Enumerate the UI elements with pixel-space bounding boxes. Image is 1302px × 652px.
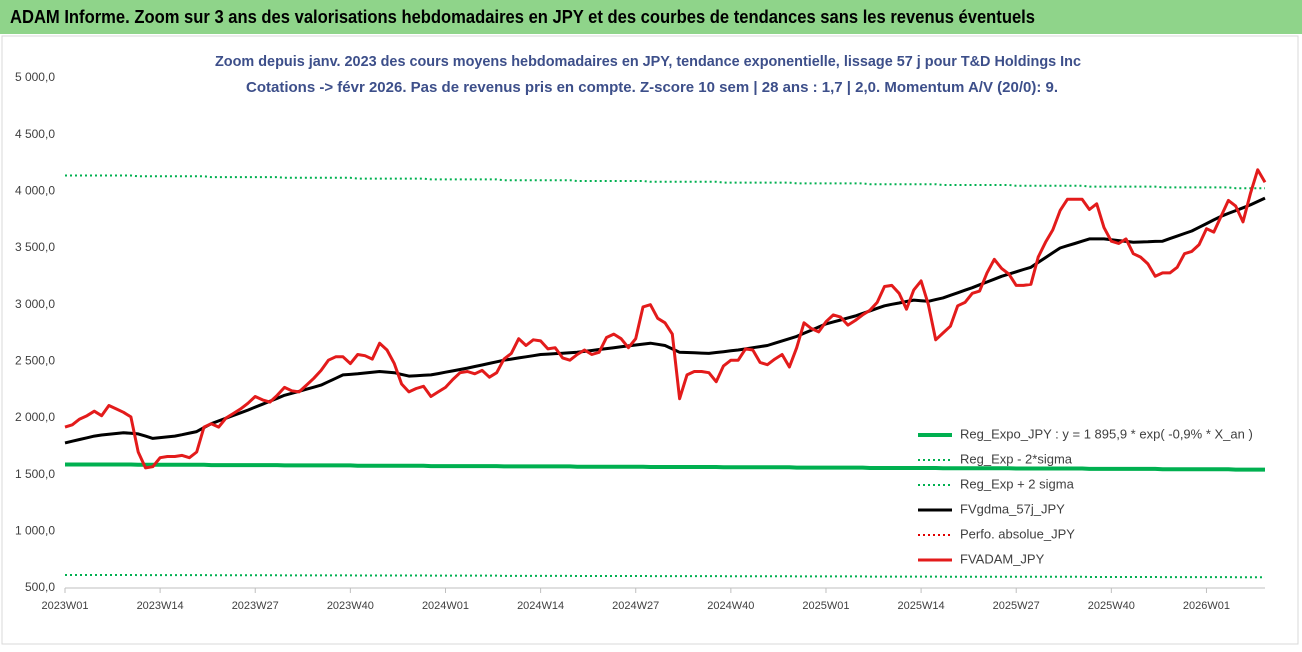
y-tick-label: 3 000,0 [15,297,55,311]
y-tick-label: 5 000,0 [15,70,55,84]
y-tick-label: 3 500,0 [15,240,55,254]
series-line [64,168,1267,470]
y-tick-label: 1 000,0 [15,524,55,538]
y-tick-label: 2 000,0 [15,410,55,424]
x-tick-label: 2023W01 [41,600,88,612]
legend-label: Reg_Exp - 2*sigma [960,451,1073,466]
page-title: ADAM Informe. Zoom sur 3 ans des valoris… [10,7,1035,27]
x-tick-label: 2023W14 [137,600,184,612]
legend-label: Reg_Exp + 2 sigma [960,476,1075,491]
y-tick-label: 2 500,0 [15,354,55,368]
x-tick-label: 2023W27 [232,600,279,612]
chart-frame [1,35,1299,645]
y-tick-label: 1 500,0 [15,467,55,481]
x-tick-label: 2024W01 [422,600,469,612]
banner [0,0,1302,34]
x-tick-label: 2023W40 [327,600,374,612]
x-tick-label: 2024W27 [612,600,659,612]
legend-label: Perfo. absolue_JPY [960,526,1075,541]
legend-label: Reg_Expo_JPY : y = 1 895,9 * exp( -0,9% … [960,426,1253,441]
series-line [65,574,1265,579]
x-tick-label: 2025W14 [898,600,945,612]
x-tick-label: 2024W40 [707,600,754,612]
series-line [65,462,1265,472]
legend-label: FVgdma_57j_JPY [960,501,1065,516]
y-tick-label: 4 000,0 [15,184,55,198]
x-tick-label: 2024W14 [517,600,564,612]
y-tick-label: 4 500,0 [15,127,55,141]
series-line [64,196,1266,445]
x-tick-label: 2025W27 [993,600,1040,612]
series-line [65,174,1265,190]
y-tick-label: 500,0 [25,580,55,594]
x-tick-label: 2026W01 [1183,600,1230,612]
x-tick-label: 2025W01 [802,600,849,612]
chart-subtitle: Cotations -> févr 2026. Pas de revenus p… [246,79,1058,96]
x-tick-label: 2025W40 [1088,600,1135,612]
chart-title: Zoom depuis janv. 2023 des cours moyens … [215,53,1081,70]
legend-label: FVADAM_JPY [960,551,1045,566]
